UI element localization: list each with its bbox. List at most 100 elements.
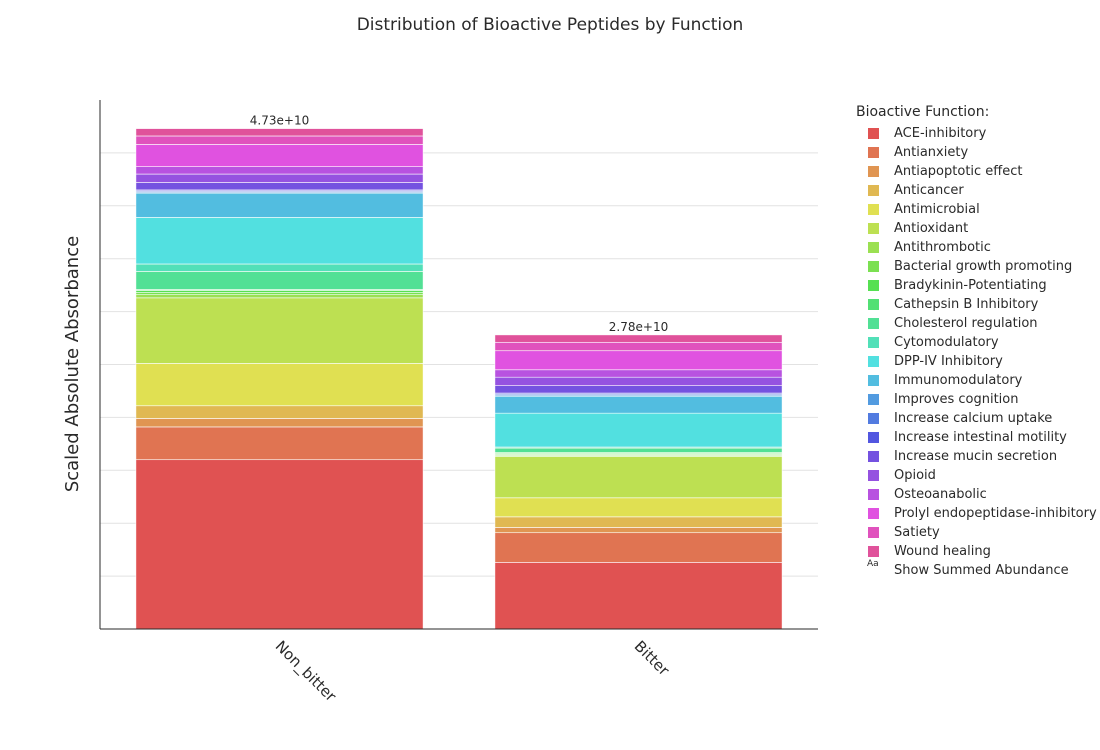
legend-swatch	[868, 242, 879, 253]
legend-label: Osteoanabolic	[894, 487, 987, 502]
legend-label: ACE-inhibitory	[894, 126, 987, 141]
legend-label: Prolyl endopeptidase-inhibitory	[894, 506, 1097, 521]
legend-swatch	[868, 166, 879, 177]
legend-item-wound-healing[interactable]: Wound healing	[856, 542, 1097, 561]
bar-segment-ace-inhibitory-bitter[interactable]	[494, 562, 783, 630]
legend-item-bacterial-growth-promoting[interactable]: Bacterial growth promoting	[856, 257, 1097, 276]
legend-item-improves-cognition[interactable]: Improves cognition	[856, 390, 1097, 409]
bar-segment-bacterial-growth-promoting-non_bitter[interactable]	[135, 292, 424, 295]
legend-item-antianxiety[interactable]: Antianxiety	[856, 143, 1097, 162]
x-tick-label: Bitter	[631, 637, 674, 680]
bar-segment-bradykinin-potentiating-non_bitter[interactable]	[135, 290, 424, 293]
legend-item-antithrombotic[interactable]: Antithrombotic	[856, 238, 1097, 257]
legend-item-increase-mucin-secretion[interactable]: Increase mucin secretion	[856, 447, 1097, 466]
bar-segment-cholesterol-regulation-non_bitter[interactable]	[135, 271, 424, 290]
text-trace-icon: Aa	[867, 559, 879, 569]
bar-segment-immunomodulatory-bitter[interactable]	[494, 395, 783, 414]
legend-item-antioxidant[interactable]: Antioxidant	[856, 219, 1097, 238]
legend-item-bradykinin-potentiating[interactable]: Bradykinin-Potentiating	[856, 276, 1097, 295]
legend-swatch	[868, 128, 879, 139]
bar-segment-osteoanabolic-non_bitter[interactable]	[135, 166, 424, 175]
legend-item-immunomodulatory[interactable]: Immunomodulatory	[856, 371, 1097, 390]
bar-segment-antithrombotic-non_bitter[interactable]	[135, 294, 424, 299]
legend-item-osteoanabolic[interactable]: Osteoanabolic	[856, 485, 1097, 504]
legend-label: DPP-IV Inhibitory	[894, 354, 1003, 369]
legend-label: Wound healing	[894, 544, 991, 559]
x-tick-label: Non_bitter	[271, 637, 340, 706]
legend-swatch	[868, 451, 879, 462]
legend-label: Antimicrobial	[894, 202, 980, 217]
bar-segment-cytomodulatory-non_bitter[interactable]	[135, 263, 424, 272]
legend-item-increase-intestinal-motility[interactable]: Increase intestinal motility	[856, 428, 1097, 447]
bar-segment-antioxidant-bitter[interactable]	[494, 456, 783, 499]
legend-item-show-summed-abundance[interactable]: Aa Show Summed Abundance	[856, 559, 1097, 580]
bar-segment-wound-healing-bitter[interactable]	[494, 334, 783, 343]
legend-item-ace-inhibitory[interactable]: ACE-inhibitory	[856, 124, 1097, 143]
bar-segment-antianxiety-bitter[interactable]	[494, 532, 783, 563]
legend-swatch	[868, 432, 879, 443]
legend-label: Improves cognition	[894, 392, 1019, 407]
bar-segment-wound-healing-non_bitter[interactable]	[135, 128, 424, 137]
legend-label: Antithrombotic	[894, 240, 991, 255]
bar-segment-ace-inhibitory-non_bitter[interactable]	[135, 459, 424, 630]
legend-swatch	[868, 147, 879, 158]
legend-label: Increase calcium uptake	[894, 411, 1053, 426]
bar-segment-satiety-non_bitter[interactable]	[135, 135, 424, 145]
legend-item-cathepsin-b-inhibitory[interactable]: Cathepsin B Inhibitory	[856, 295, 1097, 314]
legend-item-anticancer[interactable]: Anticancer	[856, 181, 1097, 200]
legend-swatch	[868, 185, 879, 196]
bar-segment-opioid-bitter[interactable]	[494, 376, 783, 386]
bar-segment-anticancer-non_bitter[interactable]	[135, 405, 424, 419]
bar-segment-antiapoptotic-effect-non_bitter[interactable]	[135, 418, 424, 428]
legend-label: Show Summed Abundance	[894, 563, 1069, 578]
legend-label: Cytomodulatory	[894, 335, 999, 350]
legend: Bioactive Function: ACE-inhibitory Antian…	[856, 104, 1097, 580]
legend-item-satiety[interactable]: Satiety	[856, 523, 1097, 542]
bar-segment-prolyl-endopeptidase-inhibitory-non_bitter[interactable]	[135, 144, 424, 167]
legend-swatch	[868, 299, 879, 310]
bar-segment-antiapoptotic-effect-bitter[interactable]	[494, 527, 783, 534]
legend-label: Antianxiety	[894, 145, 969, 160]
legend-swatch	[868, 375, 879, 386]
y-axis-title: Scaled Absolute Absorbance	[62, 236, 83, 492]
legend-swatch	[868, 337, 879, 348]
legend-swatch	[868, 413, 879, 424]
legend-item-antiapoptotic-effect[interactable]: Antiapoptotic effect	[856, 162, 1097, 181]
legend-title: Bioactive Function:	[856, 104, 990, 120]
legend-label: Opioid	[894, 468, 936, 483]
legend-label: Anticancer	[894, 183, 964, 198]
bar-segment-prolyl-endopeptidase-inhibitory-bitter[interactable]	[494, 350, 783, 371]
legend-label: Bradykinin-Potentiating	[894, 278, 1047, 293]
legend-label: Antiapoptotic effect	[894, 164, 1023, 179]
bar-segment-cholesterol-regulation-bitter[interactable]	[494, 447, 783, 453]
bar-segment-anticancer-bitter[interactable]	[494, 516, 783, 528]
legend-label: Bacterial growth promoting	[894, 259, 1073, 274]
legend-item-dpp-iv-inhibitory[interactable]: DPP-IV Inhibitory	[856, 352, 1097, 371]
total-label: 4.73e+10	[250, 114, 309, 128]
bar-segment-opioid-non_bitter[interactable]	[135, 173, 424, 183]
bar-segment-antimicrobial-non_bitter[interactable]	[135, 363, 424, 407]
bar-segment-dpp-iv-inhibitory-bitter[interactable]	[494, 412, 783, 448]
bar-segment-increase-mucin-secretion-non_bitter[interactable]	[135, 182, 424, 191]
legend-swatch	[868, 280, 879, 291]
legend-label: Increase intestinal motility	[894, 430, 1067, 445]
bar-segment-antianxiety-non_bitter[interactable]	[135, 426, 424, 461]
legend-item-increase-calcium-uptake[interactable]: Increase calcium uptake	[856, 409, 1097, 428]
legend-item-prolyl-endopeptidase-inhibitory[interactable]: Prolyl endopeptidase-inhibitory	[856, 504, 1097, 523]
bar-segment-osteoanabolic-bitter[interactable]	[494, 369, 783, 378]
legend-swatch	[868, 204, 879, 215]
legend-swatch	[868, 318, 879, 329]
legend-item-cholesterol-regulation[interactable]: Cholesterol regulation	[856, 314, 1097, 333]
bar-segment-increase-mucin-secretion-bitter[interactable]	[494, 385, 783, 394]
legend-swatch	[868, 223, 879, 234]
bar-segment-immunomodulatory-non_bitter[interactable]	[135, 192, 424, 218]
legend-item-antimicrobial[interactable]: Antimicrobial	[856, 200, 1097, 219]
bar-segment-satiety-bitter[interactable]	[494, 341, 783, 352]
bar-segment-antioxidant-non_bitter[interactable]	[135, 297, 424, 364]
legend-item-cytomodulatory[interactable]: Cytomodulatory	[856, 333, 1097, 352]
legend-item-opioid[interactable]: Opioid	[856, 466, 1097, 485]
bar-segment-dpp-iv-inhibitory-non_bitter[interactable]	[135, 217, 424, 265]
legend-label: Satiety	[894, 525, 940, 540]
bar-segment-antimicrobial-bitter[interactable]	[494, 497, 783, 518]
